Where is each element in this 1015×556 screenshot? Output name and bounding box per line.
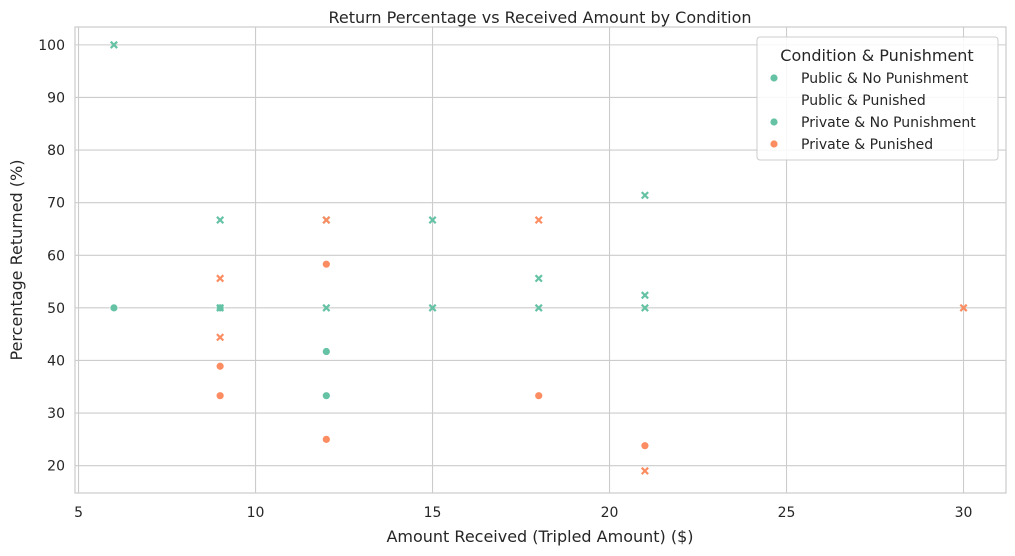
x-tick-label: 15 <box>424 505 442 521</box>
data-point-x <box>216 303 225 312</box>
data-point-circle <box>215 361 225 371</box>
y-tick-label: 20 <box>47 459 65 475</box>
y-tick-label: 30 <box>47 406 65 422</box>
data-point-x <box>534 274 543 283</box>
legend-entry-label: Public & No Punishment <box>801 71 969 87</box>
legend-entry-label: Private & Punished <box>801 137 933 153</box>
x-axis-title: Amount Received (Tripled Amount) ($) <box>386 527 693 546</box>
y-tick-label: 80 <box>47 143 65 159</box>
data-point-x <box>534 303 543 312</box>
data-point-x <box>640 466 649 475</box>
data-point-x <box>216 216 225 225</box>
legend-entries: Public & No Punishment Public & Punished P… <box>769 71 976 153</box>
legend-box <box>756 36 999 161</box>
chart-title: Return Percentage vs Received Amount by … <box>328 8 751 27</box>
data-point-circle <box>321 434 331 444</box>
x-tick-label: 20 <box>601 505 619 521</box>
data-point-circle <box>640 441 650 451</box>
data-point-x <box>216 274 225 283</box>
grid <box>75 27 1006 493</box>
legend-entry-label: Public & Punished <box>801 93 926 109</box>
y-tick-label: 40 <box>47 353 65 369</box>
data-point-x <box>109 40 118 49</box>
data-point-x <box>216 333 225 342</box>
data-point-x <box>322 216 331 225</box>
x-tick-label: 10 <box>247 505 265 521</box>
x-tick-label: 30 <box>955 505 973 521</box>
x-tick-label: 5 <box>74 505 83 521</box>
data-point-x <box>428 303 437 312</box>
data-point-x <box>428 216 437 225</box>
data-point-circle <box>321 259 331 269</box>
data-point-x <box>534 216 543 225</box>
y-tick-label: 90 <box>47 90 65 106</box>
data-point-circle <box>321 391 331 401</box>
legend-marker <box>769 73 779 83</box>
legend-title: Condition & Punishment <box>780 46 973 65</box>
data-point-circle <box>534 391 544 401</box>
tick-labels: 5 10 15 20 25 30 20 30 40 50 60 70 80 90 100 <box>38 38 972 521</box>
data-point-x <box>640 291 649 300</box>
y-tick-label: 70 <box>47 196 65 212</box>
data-point-x <box>322 303 331 312</box>
y-tick-label: 60 <box>47 248 65 264</box>
y-axis-title: Percentage Returned (%) <box>7 160 26 361</box>
data-point-circle <box>215 391 225 401</box>
legend-entry-label: Private & No Punishment <box>801 115 976 131</box>
y-tick-label: 50 <box>47 301 65 317</box>
data-point-x <box>640 303 649 312</box>
legend-marker <box>769 139 779 149</box>
x-tick-label: 25 <box>778 505 796 521</box>
data-point-x <box>640 191 649 200</box>
data-point-x <box>959 303 968 312</box>
data-points <box>109 40 968 475</box>
data-point-circle <box>321 347 331 356</box>
legend: Condition & Punishment Public & No Punis… <box>756 36 999 161</box>
legend-marker <box>769 117 779 127</box>
data-point-circle <box>109 303 119 313</box>
y-tick-label: 100 <box>38 38 65 54</box>
